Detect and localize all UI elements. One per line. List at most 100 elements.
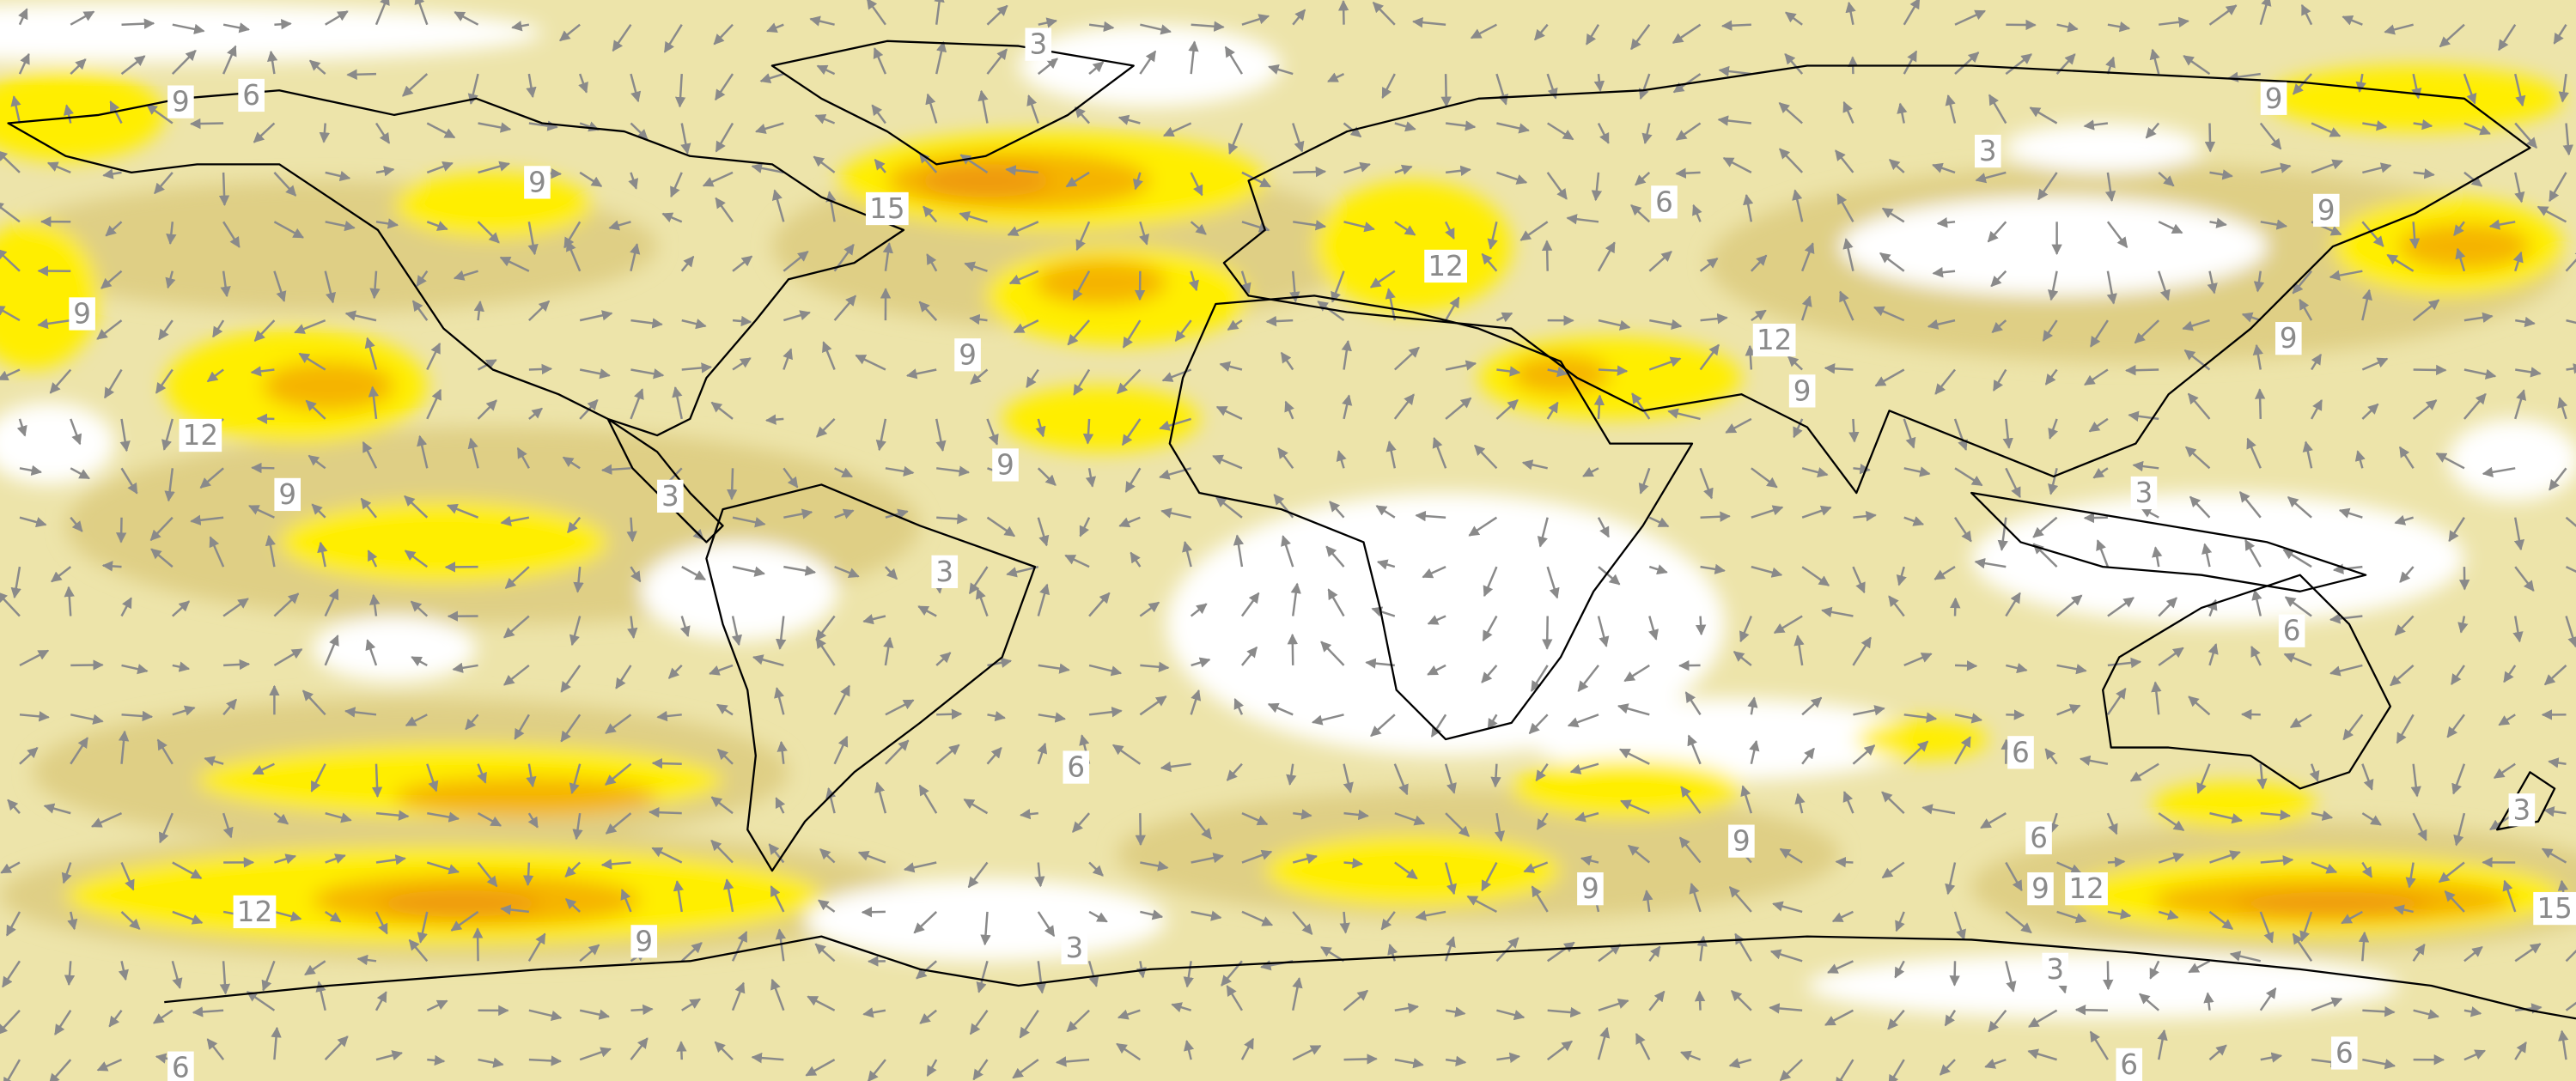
wind-arrow xyxy=(1547,1006,1581,1018)
wind-arrow xyxy=(1487,222,1498,250)
wind-arrow xyxy=(917,605,937,617)
wind-arrow xyxy=(2354,450,2366,469)
wind-arrow xyxy=(375,911,388,935)
wind-arrow xyxy=(452,662,478,674)
wind-arrow xyxy=(1182,541,1193,568)
wind-arrow xyxy=(1035,961,1047,994)
wind-arrow xyxy=(1950,597,1961,616)
wind-arrow xyxy=(1728,886,1752,913)
wind-arrow xyxy=(375,810,410,821)
wind-arrow xyxy=(1412,16,1446,28)
wind-arrow xyxy=(1699,467,1714,500)
wind-arrow xyxy=(975,587,989,616)
wind-arrow xyxy=(308,454,326,470)
wind-arrow xyxy=(1692,203,1702,222)
wind-arrow xyxy=(465,714,479,731)
wind-arrow xyxy=(1523,861,1549,873)
contour-label: 3 xyxy=(1066,932,1084,964)
wind-arrow xyxy=(2005,467,2021,499)
wind-arrow xyxy=(727,468,738,501)
wind-arrow xyxy=(935,744,960,765)
wind-arrow xyxy=(2329,270,2363,281)
wind-arrow xyxy=(627,616,638,640)
wind-arrow xyxy=(528,1055,563,1066)
wind-arrow xyxy=(2251,589,2262,616)
wind-arrow xyxy=(325,221,356,232)
wind-arrow xyxy=(1740,785,1753,814)
wind-arrow xyxy=(1072,270,1091,301)
wind-arrow xyxy=(118,730,130,764)
wind-arrow xyxy=(1623,664,1650,683)
wind-arrow xyxy=(1648,564,1668,575)
wind-arrow xyxy=(1468,516,1498,537)
wind-arrow xyxy=(164,468,175,502)
wind-arrow xyxy=(1111,744,1142,765)
wind-arrow xyxy=(503,615,530,639)
antarctica xyxy=(164,935,2576,1020)
wind-arrow xyxy=(774,687,785,715)
wind-arrow xyxy=(325,910,342,923)
wind-arrow xyxy=(578,73,588,94)
wind-arrow xyxy=(926,1059,938,1077)
contour-label-box xyxy=(2508,793,2536,827)
wind-arrow xyxy=(723,878,734,913)
wind-arrow xyxy=(1725,417,1752,434)
wind-arrow xyxy=(1751,505,1784,519)
contour-label-box xyxy=(2130,476,2158,510)
wind-arrow xyxy=(783,467,799,489)
wind-arrow xyxy=(1675,122,1702,141)
wind-arrow xyxy=(426,763,439,793)
wind-arrow xyxy=(1945,862,1957,896)
wind-arrow xyxy=(2358,931,2370,962)
wind-arrow xyxy=(206,368,224,383)
wind-arrow xyxy=(2208,643,2219,666)
contour-label-box xyxy=(2042,952,2068,987)
wind-arrow xyxy=(1672,23,1702,44)
wind-arrow xyxy=(2158,852,2184,864)
wind-arrow xyxy=(1219,361,1243,372)
wind-arrow xyxy=(1569,762,1599,774)
wind-arrow xyxy=(375,991,387,1011)
wind-arrow xyxy=(223,659,251,671)
wind-arrow xyxy=(250,366,275,377)
wind-arrow xyxy=(1088,861,1104,877)
wind-arrow xyxy=(367,550,378,568)
wind-arrow xyxy=(2435,452,2465,470)
wind-arrow xyxy=(2410,763,2421,798)
wind-arrow xyxy=(253,319,276,342)
wind-arrow xyxy=(2203,992,2214,1011)
australia xyxy=(2102,574,2392,790)
wind-arrow xyxy=(2394,615,2415,636)
wind-arrow xyxy=(2384,23,2414,35)
wind-arrow xyxy=(2183,55,2211,76)
wind-arrow xyxy=(5,911,21,937)
wind-arrow xyxy=(1445,165,1471,176)
wind-arrow xyxy=(2300,3,2313,26)
wind-arrow xyxy=(672,386,683,420)
wind-arrow xyxy=(2565,565,2576,573)
wind-arrow xyxy=(834,508,855,519)
wind-arrow xyxy=(630,73,642,103)
wind-arrow xyxy=(158,319,174,341)
wind-arrow xyxy=(1649,319,1683,331)
wind-arrow xyxy=(1722,156,1752,174)
wind-arrow xyxy=(1087,960,1099,987)
wind-arrow xyxy=(579,944,600,963)
wind-arrow xyxy=(0,861,21,874)
wind-arrow xyxy=(783,250,809,272)
wind-arrow xyxy=(1136,961,1147,979)
wind-arrow xyxy=(1792,189,1804,222)
wind-arrow xyxy=(2105,56,2116,75)
wind-arrow xyxy=(816,418,836,438)
wind-arrow xyxy=(1224,46,1244,75)
wind-arrow xyxy=(1184,1040,1195,1060)
wind-arrow xyxy=(620,889,632,913)
wind-arrow xyxy=(477,221,500,244)
wind-arrow xyxy=(714,73,734,101)
contour-label: 9 xyxy=(1733,825,1751,858)
wind-arrow xyxy=(1887,1009,1905,1030)
wind-arrow xyxy=(261,960,276,992)
wind-arrow xyxy=(1394,221,1416,236)
wind-arrow xyxy=(986,48,1008,75)
contour-label: 6 xyxy=(2283,615,2301,647)
